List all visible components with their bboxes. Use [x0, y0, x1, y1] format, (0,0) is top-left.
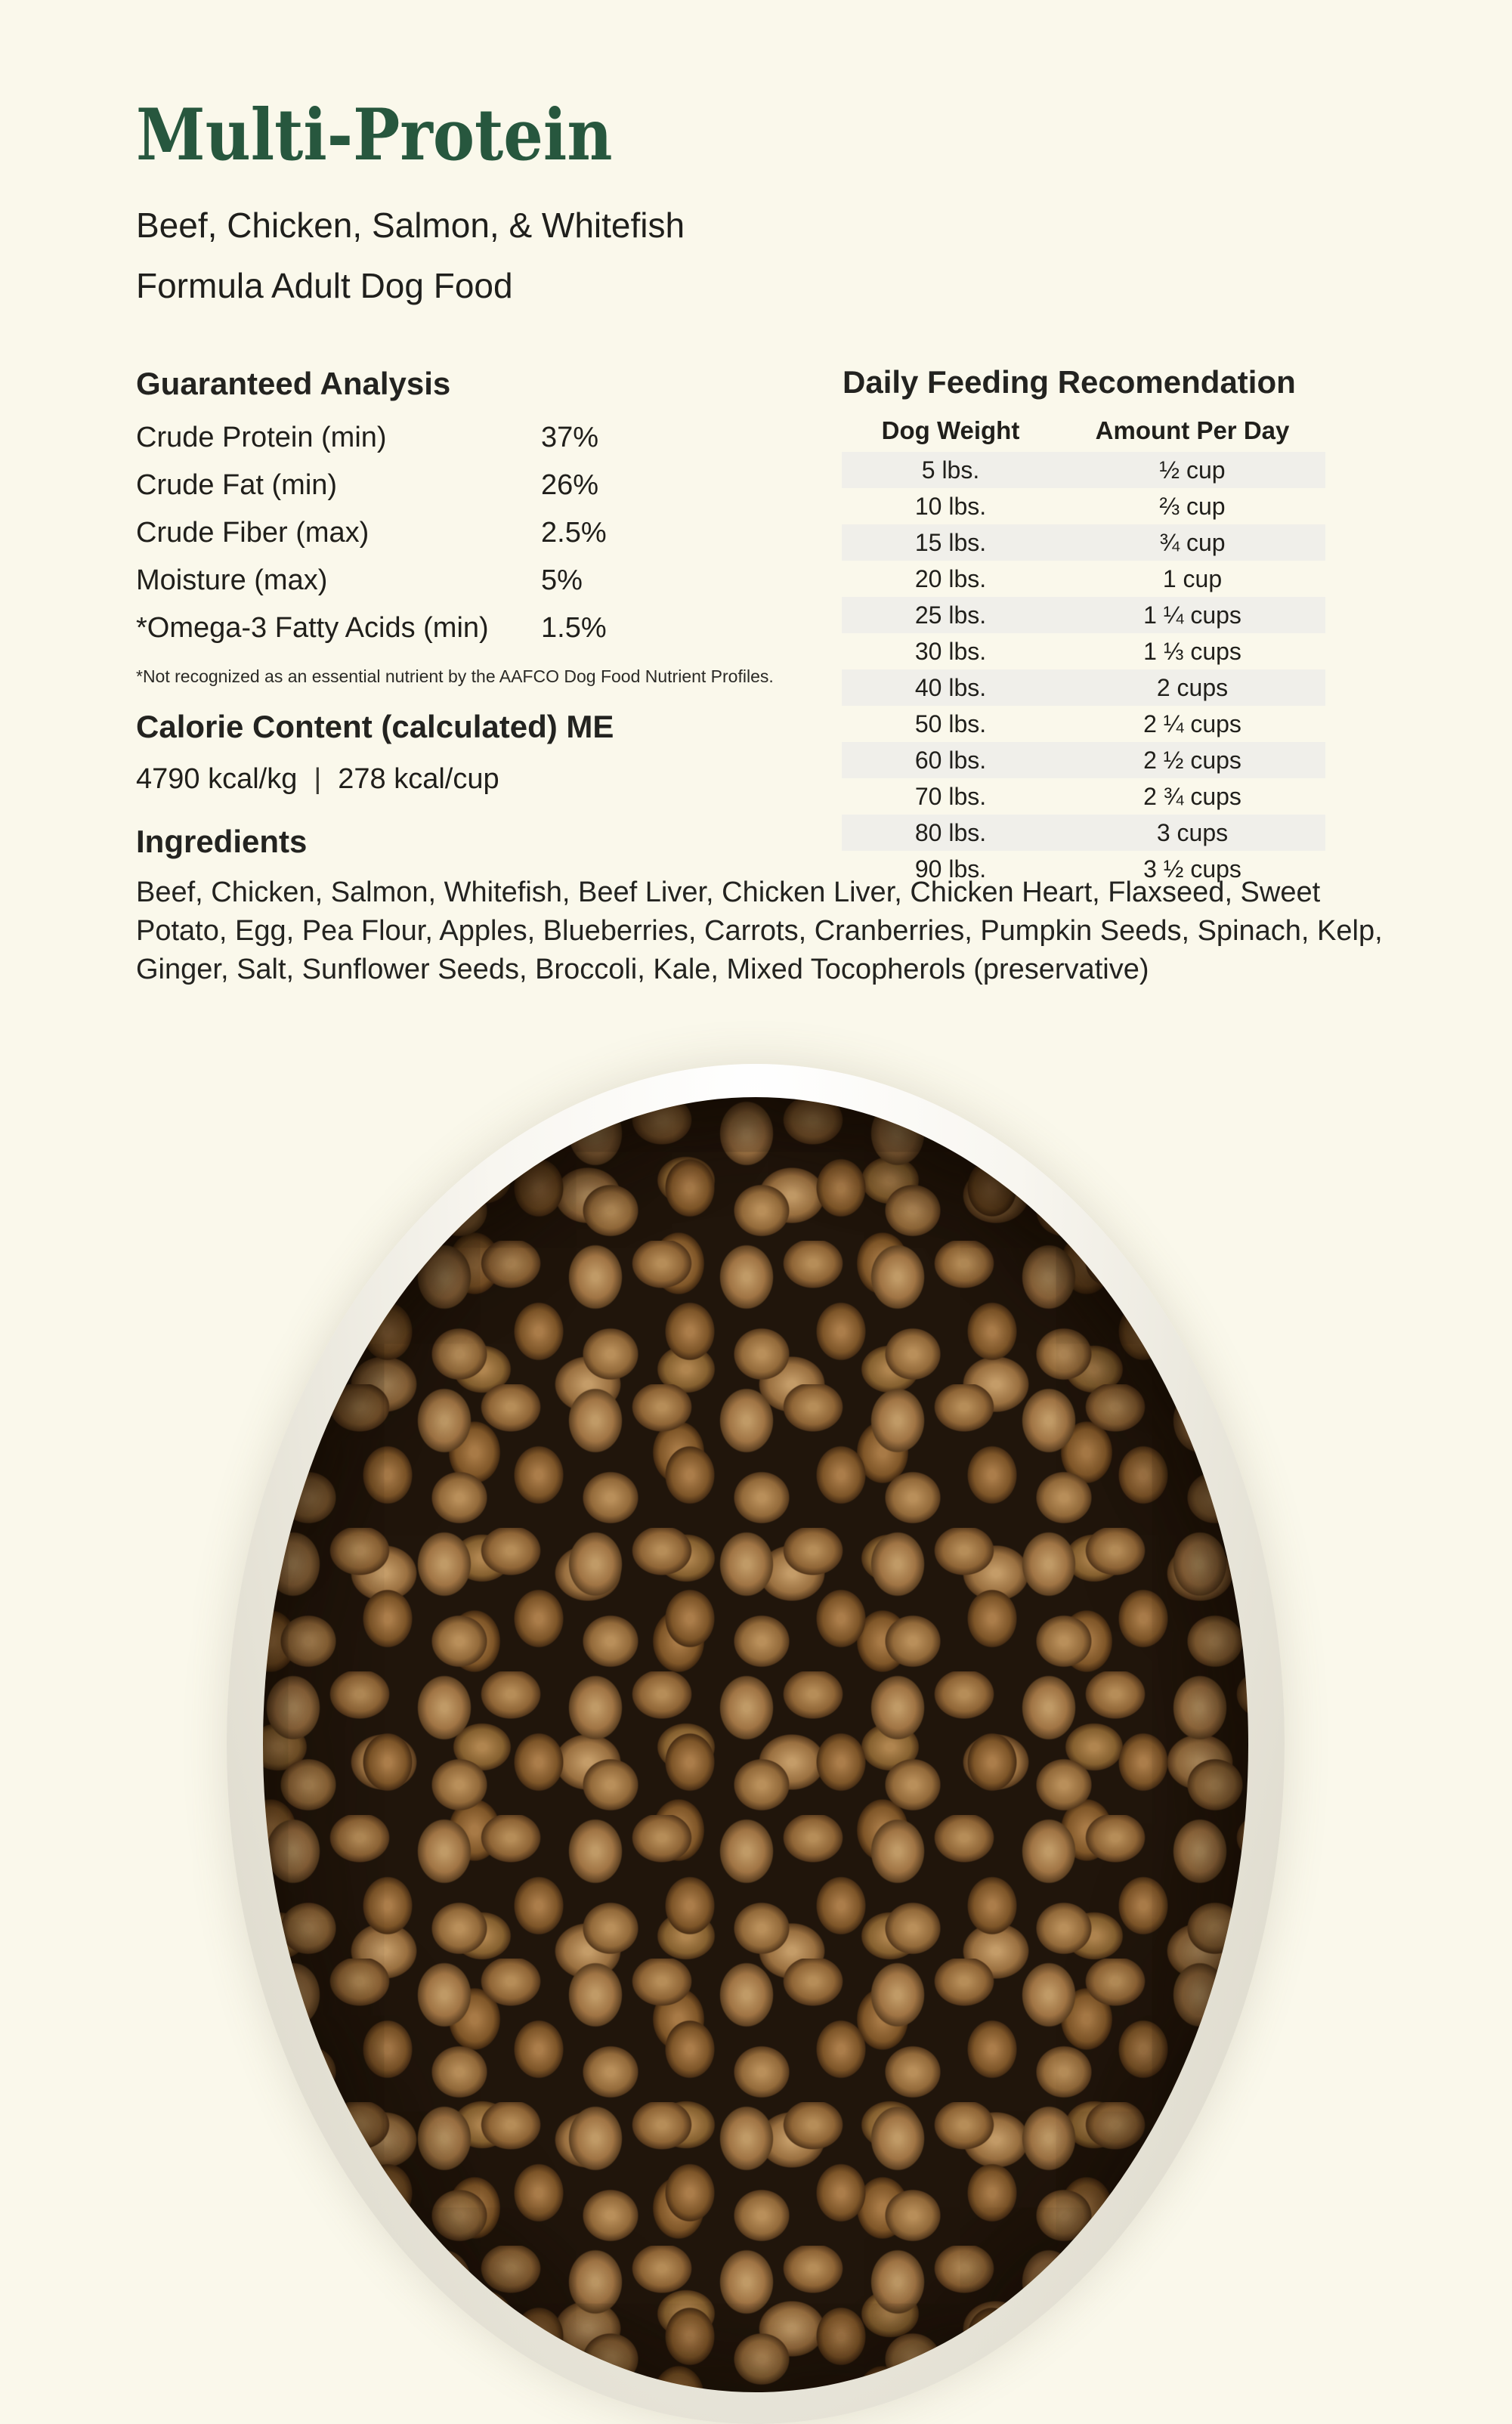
calorie-content-value: 4790 kcal/kg | 278 kcal/cup — [136, 763, 499, 796]
feeding-table-header: Dog Weight Amount Per Day — [842, 414, 1325, 452]
analysis-label: Moisture (max) — [136, 564, 328, 596]
feeding-table-row: 25 lbs. 1 ¼ cups — [842, 597, 1325, 633]
analysis-label: *Omega-3 Fatty Acids (min) — [136, 612, 489, 644]
kibble-texture — [263, 1097, 1248, 2392]
guaranteed-analysis-heading: Guaranteed Analysis — [136, 366, 451, 401]
dog-weight-cell: 50 lbs. — [914, 710, 987, 737]
feeding-table-row: 15 lbs. ¾ cup — [842, 524, 1325, 561]
subtitle-line-1: Beef, Chicken, Salmon, & Whitefish — [136, 206, 685, 245]
amount-cell: ½ cup — [1159, 456, 1226, 484]
feeding-recommendation-heading: Daily Feeding Recomendation — [843, 364, 1296, 400]
ingredients-heading: Ingredients — [136, 824, 308, 859]
amount-cell: ¾ cup — [1159, 529, 1226, 556]
feeding-table-row: 80 lbs. 3 cups — [842, 815, 1325, 851]
analysis-row: Moisture (max) 5% — [136, 557, 710, 604]
dog-weight-cell: 25 lbs. — [914, 601, 987, 629]
column-header-amount-per-day: Amount Per Day — [1095, 416, 1290, 444]
dog-weight-cell: 80 lbs. — [914, 819, 987, 846]
amount-cell: 2 ½ cups — [1143, 747, 1241, 774]
feeding-table-row: 60 lbs. 2 ½ cups — [842, 742, 1325, 778]
amount-cell: 1 ⅓ cups — [1143, 638, 1241, 665]
guaranteed-analysis-list: Crude Protein (min) 37% Crude Fat (min) … — [136, 414, 710, 652]
analysis-value: 26% — [541, 469, 599, 501]
feeding-table-row: 50 lbs. 2 ¼ cups — [842, 706, 1325, 742]
kcal-per-cup: 278 kcal/cup — [338, 763, 499, 795]
dog-weight-cell: 40 lbs. — [914, 674, 987, 701]
amount-cell: ⅔ cup — [1159, 493, 1226, 520]
aafco-footnote: *Not recognized as an essential nutrient… — [136, 666, 774, 686]
feeding-table-row: 70 lbs. 2 ¾ cups — [842, 778, 1325, 815]
product-title: Multi-Protein — [136, 94, 613, 177]
feeding-table-row: 5 lbs. ½ cup — [842, 452, 1325, 488]
feeding-table-row: 90 lbs. 3 ½ cups — [842, 851, 1325, 887]
calorie-content-heading: Calorie Content (calculated) ME — [136, 709, 614, 744]
calorie-separator: | — [314, 763, 322, 795]
analysis-label: Crude Fat (min) — [136, 469, 338, 501]
analysis-value: 5% — [541, 564, 583, 596]
dog-weight-cell: 30 lbs. — [914, 638, 987, 665]
dog-weight-cell: 5 lbs. — [921, 456, 980, 484]
amount-cell: 1 cup — [1162, 565, 1223, 592]
amount-cell: 3 cups — [1156, 819, 1229, 846]
feeding-table: Dog Weight Amount Per Day 5 lbs. ½ cup 1… — [842, 414, 1325, 887]
amount-cell: 2 ¾ cups — [1143, 783, 1241, 810]
analysis-label: Crude Protein (min) — [136, 422, 387, 453]
dog-weight-cell: 15 lbs. — [914, 529, 987, 556]
feeding-table-row: 30 lbs. 1 ⅓ cups — [842, 633, 1325, 669]
dog-weight-cell: 70 lbs. — [914, 783, 987, 810]
amount-cell: 2 cups — [1156, 674, 1229, 701]
dog-weight-cell: 20 lbs. — [914, 565, 987, 592]
feeding-table-row: 10 lbs. ⅔ cup — [842, 488, 1325, 524]
analysis-row: Crude Fat (min) 26% — [136, 462, 710, 509]
amount-cell: 3 ½ cups — [1143, 855, 1241, 883]
dog-weight-cell: 90 lbs. — [914, 855, 987, 883]
analysis-value: 37% — [541, 422, 599, 453]
subtitle-line-2: Formula Adult Dog Food — [136, 266, 513, 305]
dog-weight-cell: 60 lbs. — [914, 747, 987, 774]
feeding-table-row: 40 lbs. 2 cups — [842, 669, 1325, 706]
analysis-row: Crude Fiber (max) 2.5% — [136, 509, 710, 557]
dog-weight-cell: 10 lbs. — [914, 493, 987, 520]
analysis-value: 2.5% — [541, 517, 607, 549]
kcal-per-kg: 4790 kcal/kg — [136, 763, 298, 795]
analysis-value: 1.5% — [541, 612, 607, 644]
column-header-dog-weight: Dog Weight — [881, 416, 1020, 444]
product-subtitle: Beef, Chicken, Salmon, & Whitefish Formu… — [136, 195, 685, 316]
feeding-table-row: 20 lbs. 1 cup — [842, 561, 1325, 597]
amount-cell: 2 ¼ cups — [1143, 710, 1241, 737]
analysis-label: Crude Fiber (max) — [136, 517, 369, 549]
ingredients-list-text: Beef, Chicken, Salmon, Whitefish, Beef L… — [136, 877, 1383, 985]
amount-cell: 1 ¼ cups — [1143, 601, 1241, 629]
analysis-row: Crude Protein (min) 37% — [136, 414, 710, 462]
analysis-row: *Omega-3 Fatty Acids (min) 1.5% — [136, 604, 710, 652]
